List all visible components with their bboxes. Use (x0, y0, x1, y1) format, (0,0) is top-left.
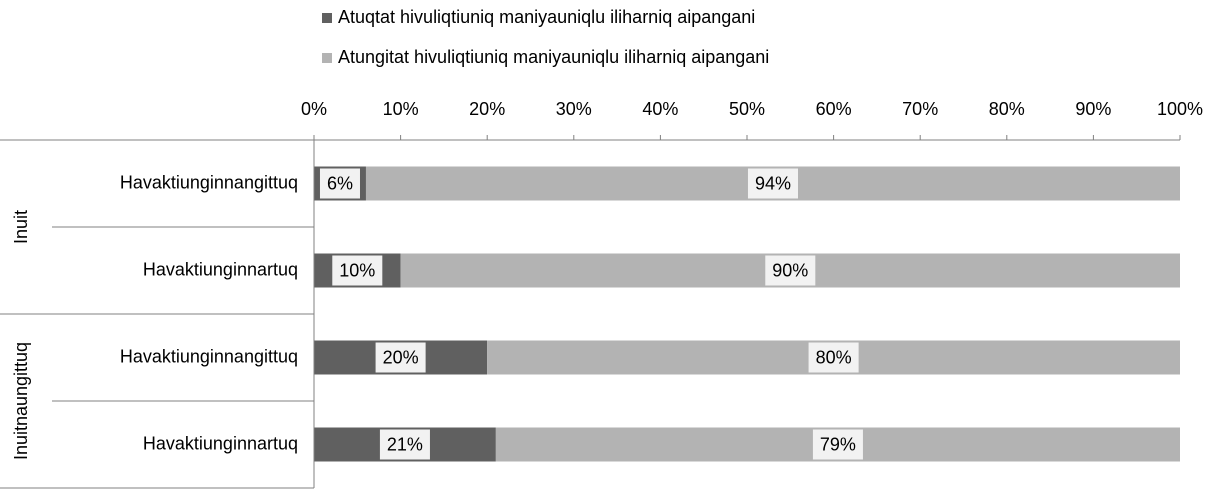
data-label-box (747, 168, 798, 199)
group-label: Inuit (11, 210, 31, 244)
category-label: Havaktiunginnangittuq (120, 172, 298, 192)
legend-label: Atuqtat hivuliqtiuniq maniyauniqlu iliha… (338, 7, 755, 27)
data-label: 21% (387, 434, 423, 454)
category-label: Havaktiunginnangittuq (120, 346, 298, 366)
data-label-box (375, 342, 426, 373)
x-tick-label: 90% (1075, 99, 1111, 119)
x-tick-label: 30% (556, 99, 592, 119)
data-label: 10% (339, 260, 375, 280)
x-tick-label: 10% (383, 99, 419, 119)
x-tick-label: 100% (1157, 99, 1203, 119)
data-label: 20% (383, 347, 419, 367)
data-label: 6% (327, 173, 353, 193)
legend-label: Atungitat hivuliqtiuniq maniyauniqlu ili… (338, 47, 769, 67)
data-label: 79% (820, 434, 856, 454)
data-label-box (812, 429, 863, 460)
data-label-box (319, 168, 360, 199)
data-label: 94% (755, 173, 791, 193)
category-label: Havaktiunginnartuq (143, 433, 298, 453)
x-tick-label: 0% (301, 99, 327, 119)
x-tick-label: 50% (729, 99, 765, 119)
legend-swatch (322, 53, 332, 63)
x-tick-label: 60% (816, 99, 852, 119)
x-tick-label: 80% (989, 99, 1025, 119)
data-label-box (808, 342, 859, 373)
data-label-box (332, 255, 383, 286)
group-label: Inuitnaungittuq (11, 342, 31, 460)
x-tick-label: 70% (902, 99, 938, 119)
data-label: 90% (772, 260, 808, 280)
x-tick-label: 40% (642, 99, 678, 119)
x-tick-label: 20% (469, 99, 505, 119)
category-label: Havaktiunginnartuq (143, 259, 298, 279)
data-label-box (765, 255, 816, 286)
data-label: 80% (816, 347, 852, 367)
data-label-box (379, 429, 430, 460)
legend-swatch (322, 13, 332, 23)
